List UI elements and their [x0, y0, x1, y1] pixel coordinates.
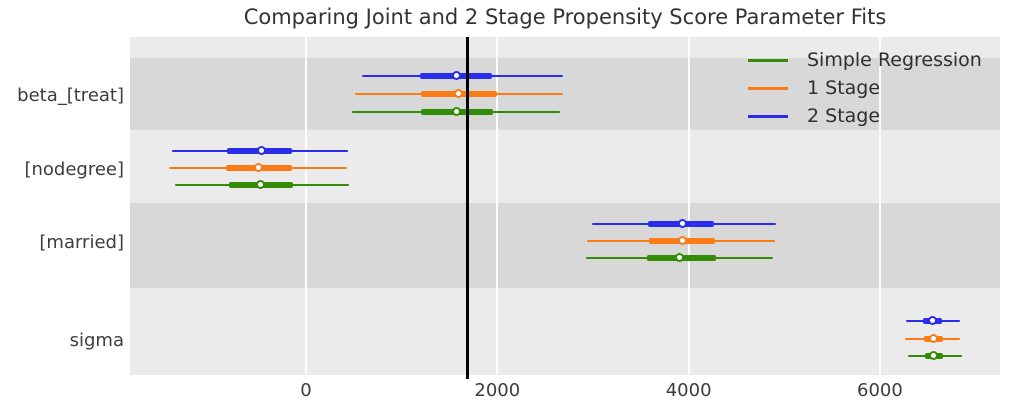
legend-entry: Simple Regression [748, 46, 982, 74]
y-tick-label: [married] [39, 232, 124, 253]
median-marker [256, 145, 266, 155]
median-marker [452, 106, 462, 116]
median-marker [677, 218, 687, 228]
chart-title: Comparing Joint and 2 Stage Propensity S… [243, 5, 887, 29]
median-marker [674, 252, 684, 262]
median-marker [928, 350, 938, 360]
gridline [305, 37, 307, 375]
legend: Simple Regression 1 Stage 2 Stage [748, 46, 982, 130]
legend-line-sample [748, 58, 788, 62]
reference-line [466, 37, 469, 379]
shaded-band [130, 58, 1000, 130]
median-marker [677, 235, 687, 245]
legend-entry: 2 Stage [748, 102, 982, 130]
gridline [687, 37, 690, 375]
median-marker [255, 179, 265, 189]
legend-label: 2 Stage [807, 105, 881, 127]
median-marker [254, 162, 264, 172]
x-tick-label: 4000 [665, 380, 712, 401]
legend-line-sample [748, 86, 788, 90]
gridline [878, 37, 881, 375]
median-marker [452, 70, 462, 80]
legend-label: Simple Regression [807, 49, 982, 71]
y-tick-label: beta_[treat] [17, 85, 124, 106]
y-tick-label: [nodegree] [24, 159, 124, 180]
x-tick-label: 0 [300, 380, 312, 401]
gridline [496, 37, 499, 375]
y-tick-label: sigma [69, 330, 124, 351]
legend-entry: 1 Stage [748, 74, 982, 102]
x-tick-label: 2000 [474, 380, 521, 401]
legend-label: 1 Stage [807, 77, 881, 99]
x-tick-label: 6000 [857, 380, 903, 401]
legend-line-sample [748, 114, 788, 118]
median-marker [927, 315, 937, 325]
median-marker [928, 333, 938, 343]
plot-area [130, 37, 1000, 375]
median-marker [453, 88, 463, 98]
shaded-band [130, 203, 1000, 288]
